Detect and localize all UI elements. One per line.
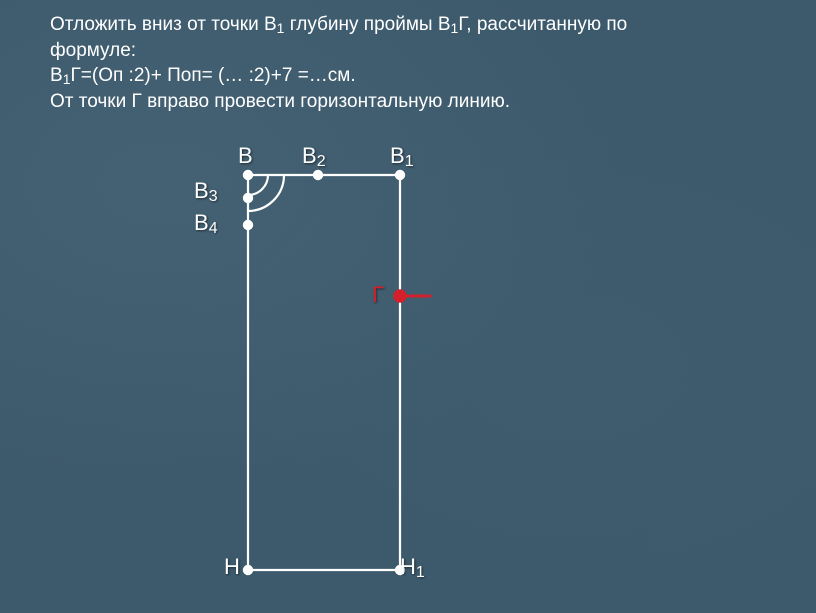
t1b: глубину проймы В: [284, 14, 450, 35]
label-V: В: [238, 143, 253, 169]
label-G-text: Г: [372, 282, 384, 307]
label-N: Н: [224, 554, 240, 580]
label-G: Г: [372, 282, 384, 308]
instruction-text: Отложить вниз от точки В1 глубину проймы…: [50, 12, 770, 115]
label-V2-text: В: [302, 143, 317, 168]
text-line-4: От точки Г вправо провести горизонтальну…: [50, 89, 770, 115]
label-V1-sub: 1: [405, 153, 414, 170]
label-V3: В3: [194, 178, 218, 204]
label-V-text: В: [238, 143, 253, 168]
t1c: Г, рассчитанную по: [458, 14, 627, 35]
label-V3-sub: 3: [209, 188, 218, 205]
text-line-2: формуле:: [50, 38, 770, 64]
t3b: Г=(Оп :2)+ Поп= (… :2)+7 =…см.: [70, 65, 355, 86]
label-V3-text: В: [194, 178, 209, 203]
label-V1-text: В: [390, 143, 405, 168]
label-V4-sub: 4: [209, 220, 218, 237]
t1s1: 1: [277, 20, 285, 36]
t3a: В: [50, 65, 63, 86]
t3s: 1: [63, 71, 71, 87]
label-N-text: Н: [224, 554, 240, 579]
label-V4: В4: [194, 210, 218, 236]
t1s2: 1: [451, 20, 459, 36]
text-line-3: В1Г=(Оп :2)+ Поп= (… :2)+7 =…см.: [50, 63, 770, 89]
t1a: Отложить вниз от точки В: [50, 14, 277, 35]
label-V2: В2: [302, 143, 326, 169]
label-V1: В1: [390, 143, 414, 169]
text-line-1: Отложить вниз от точки В1 глубину проймы…: [50, 12, 770, 38]
label-N1: Н1: [400, 554, 425, 580]
label-V4-text: В: [194, 210, 209, 235]
label-V2-sub: 2: [317, 153, 326, 170]
label-N1-sub: 1: [416, 564, 425, 581]
label-N1-text: Н: [400, 554, 416, 579]
